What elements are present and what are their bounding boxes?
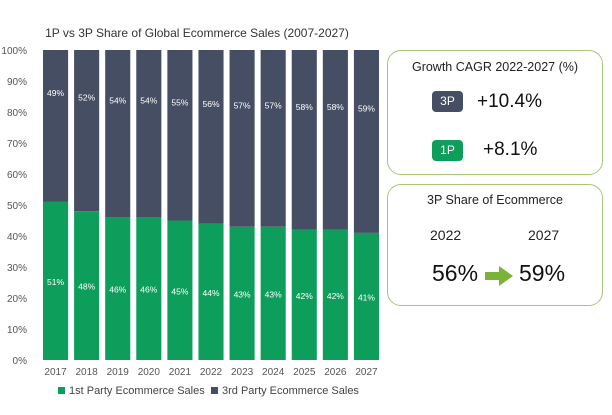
data-label-first-party: 43%	[265, 289, 282, 299]
x-tick-label: 2024	[262, 367, 285, 378]
bar-first-party	[167, 220, 193, 360]
y-tick-label: 70%	[7, 139, 27, 150]
bar-first-party	[260, 226, 286, 360]
cagr-panel: Growth CAGR 2022-2027 (%) 3P +10.4% 1P +…	[387, 50, 603, 175]
bar-third-party	[136, 50, 162, 218]
data-label-third-party: 54%	[109, 96, 126, 106]
legend-swatch-first-party	[58, 387, 65, 394]
y-tick-label: 90%	[7, 77, 27, 88]
bar-first-party	[136, 217, 162, 360]
x-tick-label: 2027	[355, 367, 378, 378]
bar-third-party	[43, 50, 69, 202]
x-tick-label: 2020	[138, 367, 161, 378]
data-label-first-party: 45%	[171, 286, 188, 296]
bars: 51% 49% 48% 52% 46% 54% 46% 54% 45% 55% 44% 56% 43% 5…	[43, 50, 379, 360]
data-label-third-party: 49%	[47, 88, 64, 98]
third-party-cagr-value: +10.4%	[477, 91, 542, 112]
bar-third-party	[260, 50, 286, 227]
x-tick-label: 2019	[107, 367, 130, 378]
x-tick-label: 2022	[200, 367, 223, 378]
y-tick-label: 100%	[1, 46, 27, 57]
y-tick-label: 40%	[7, 232, 27, 243]
y-tick-label: 30%	[7, 263, 27, 274]
data-label-first-party: 51%	[47, 277, 64, 287]
data-label-first-party: 46%	[109, 285, 126, 295]
bar-first-party	[105, 217, 131, 360]
from-year-label: 2022	[430, 227, 462, 243]
data-label-third-party: 58%	[327, 102, 344, 112]
legend-label-first-party: 1st Party Ecommerce Sales	[69, 385, 205, 397]
x-tick-label: 2025	[293, 367, 316, 378]
legend-swatch-third-party	[211, 387, 218, 394]
y-tick-label: 50%	[7, 201, 27, 212]
bar-third-party	[291, 50, 317, 230]
y-tick-label: 60%	[7, 170, 27, 181]
chart-title: 1P vs 3P Share of Global Ecommerce Sales…	[45, 26, 349, 40]
third-party-badge: 3P	[432, 91, 463, 112]
first-party-badge: 1P	[432, 140, 463, 161]
from-share-value: 56%	[432, 260, 479, 286]
share-panel-title: 3P Share of Ecommerce	[427, 193, 563, 207]
bar-first-party	[291, 229, 317, 360]
data-label-third-party: 59%	[358, 103, 375, 113]
data-label-first-party: 44%	[202, 288, 219, 298]
to-year-label: 2027	[528, 227, 560, 243]
first-party-cagr-value: +8.1%	[483, 139, 538, 160]
bar-first-party	[198, 223, 224, 360]
bar-first-party	[74, 211, 100, 360]
data-label-first-party: 46%	[140, 285, 157, 295]
x-axis: 2017 2018 2019 2020 2021 2022 2023 2024 2025 2026…	[44, 367, 378, 378]
y-tick-label: 0%	[13, 356, 28, 367]
legend-label-third-party: 3rd Party Ecommerce Sales	[222, 385, 359, 397]
bar-first-party	[43, 201, 69, 360]
bar-third-party	[198, 50, 224, 224]
bar-first-party	[322, 229, 348, 360]
y-axis: 0% 10% 20% 30% 40% 50% 60% 70% 80% 90% 100%	[1, 46, 27, 367]
bar-first-party	[353, 232, 379, 360]
data-label-first-party: 42%	[327, 291, 344, 301]
data-label-first-party: 43%	[234, 289, 251, 299]
bar-third-party	[74, 50, 100, 212]
data-label-first-party: 41%	[358, 292, 375, 302]
bar-third-party	[105, 50, 131, 218]
arrow-right-icon	[485, 266, 513, 286]
y-tick-label: 20%	[7, 294, 27, 305]
bar-third-party	[322, 50, 348, 230]
data-label-third-party: 52%	[78, 93, 95, 103]
data-label-third-party: 58%	[296, 102, 313, 112]
bar-third-party	[353, 50, 379, 233]
to-share-value: 59%	[519, 260, 566, 286]
legend: 1st Party Ecommerce Sales 3rd Party Ecom…	[58, 385, 359, 397]
data-label-first-party: 42%	[296, 291, 313, 301]
x-tick-label: 2023	[231, 367, 254, 378]
bar-third-party	[229, 50, 255, 227]
data-label-third-party: 57%	[234, 100, 251, 110]
x-tick-label: 2026	[324, 367, 347, 378]
x-tick-label: 2018	[76, 367, 99, 378]
x-tick-label: 2017	[44, 367, 67, 378]
data-label-third-party: 57%	[265, 100, 282, 110]
data-label-third-party: 55%	[171, 97, 188, 107]
cagr-panel-title: Growth CAGR 2022-2027 (%)	[411, 60, 579, 74]
bar-first-party	[229, 226, 255, 360]
data-label-third-party: 54%	[140, 96, 157, 106]
y-tick-label: 80%	[7, 108, 27, 119]
bar-third-party	[167, 50, 193, 221]
data-label-first-party: 48%	[78, 282, 95, 292]
data-label-third-party: 56%	[202, 99, 219, 109]
x-tick-label: 2021	[169, 367, 192, 378]
y-tick-label: 10%	[7, 325, 27, 336]
share-panel: 3P Share of Ecommerce 2022 2027 56% 59%	[387, 184, 603, 306]
